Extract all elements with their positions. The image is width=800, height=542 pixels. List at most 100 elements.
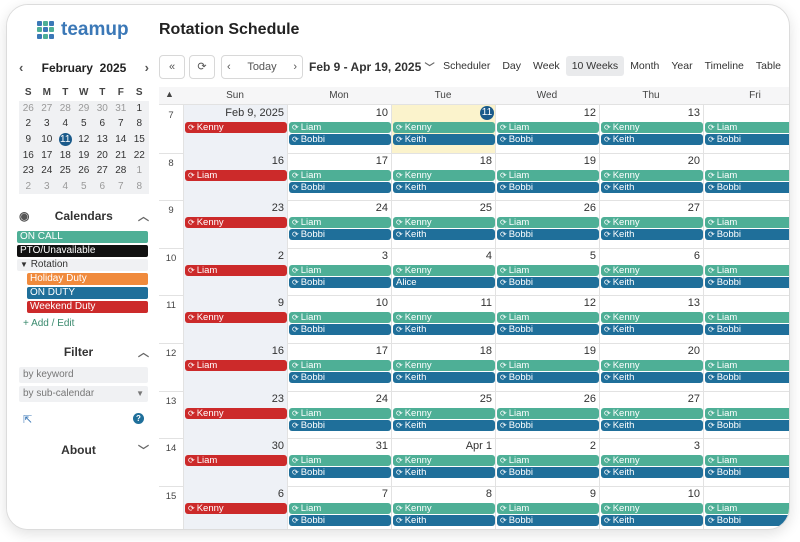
event-bar[interactable]: ⟳ Kenny xyxy=(185,122,287,133)
day-number[interactable]: 23 xyxy=(271,202,284,215)
mini-calendar-day[interactable]: 24 xyxy=(41,165,53,177)
event-bar[interactable]: ⟳ Kenny xyxy=(601,264,703,276)
day-cell[interactable]: 4 ⟳ Kenny Alice xyxy=(391,247,496,296)
mini-calendar-day[interactable]: 20 xyxy=(96,149,108,161)
app-logo[interactable]: teamup xyxy=(37,19,129,41)
day-cell[interactable]: 25 ⟳ Kenny ⟳ Keith xyxy=(391,200,496,248)
event-bar[interactable]: ⟳ Bobbi xyxy=(497,467,599,479)
event-bar[interactable]: ⟳ Kenny xyxy=(601,360,703,371)
mini-calendar-day[interactable]: 1 xyxy=(136,102,143,114)
day-number[interactable]: 6 xyxy=(277,487,284,500)
date-range-selector[interactable]: Feb 9 - Apr 19, 2025 ﹀ xyxy=(309,59,435,74)
day-cell[interactable]: 5 ⟳ Liam ⟳ Bobbi xyxy=(495,247,600,296)
mini-calendar-day[interactable]: 8 xyxy=(136,180,143,192)
event-bar[interactable]: ⟳ Keith xyxy=(393,419,495,431)
event-bar[interactable]: ⟳ Keith xyxy=(601,372,703,383)
today-button[interactable]: Today xyxy=(247,61,277,73)
day-number[interactable]: 12 xyxy=(583,297,596,310)
event-bar[interactable]: ⟳ Keith xyxy=(393,181,495,193)
mini-calendar-day[interactable]: 9 xyxy=(25,134,32,146)
day-number[interactable]: 5 xyxy=(589,249,596,262)
day-number[interactable]: 16 xyxy=(271,154,284,167)
event-bar[interactable]: ⟳ Bobbi xyxy=(497,372,599,383)
day-number[interactable]: 25 xyxy=(479,392,492,405)
mini-calendar-day[interactable]: 15 xyxy=(133,134,145,146)
day-number[interactable]: 9 xyxy=(589,487,596,500)
collapse-sidebar-button[interactable]: « xyxy=(159,55,185,79)
day-number[interactable]: 27 xyxy=(687,392,700,405)
event-bar[interactable]: ⟳ Bobbi xyxy=(497,324,599,336)
mini-calendar-day[interactable]: 4 xyxy=(62,180,69,192)
event-bar[interactable]: ⟳ Liam xyxy=(185,455,287,467)
event-bar[interactable]: ⟳ Keith xyxy=(601,419,703,431)
prev-button[interactable]: ‹ xyxy=(227,61,231,73)
day-number[interactable]: 13 xyxy=(687,297,700,310)
day-cell[interactable]: 6 ⟳ Kenny ⟳ Keith xyxy=(599,247,704,296)
day-number[interactable]: 24 xyxy=(375,392,388,405)
day-number[interactable]: 19 xyxy=(583,345,596,357)
calendar-on-call[interactable]: ON CALL xyxy=(17,231,148,243)
eye-icon[interactable]: ◉ xyxy=(19,209,30,223)
week-number[interactable]: 12 xyxy=(165,348,177,359)
event-bar[interactable]: ⟳ Liam xyxy=(705,217,789,229)
day-cell[interactable]: 20 ⟳ Kenny ⟳ Keith xyxy=(599,343,704,391)
day-number[interactable]: 17 xyxy=(375,345,388,357)
day-cell[interactable]: 26 ⟳ Liam ⟳ Bobbi xyxy=(495,390,600,439)
event-bar[interactable]: ⟳ Liam xyxy=(289,502,391,514)
mini-calendar-day[interactable]: 22 xyxy=(133,149,145,161)
event-bar[interactable]: ⟳ Kenny xyxy=(601,122,703,133)
day-number[interactable]: 25 xyxy=(479,202,492,215)
day-cell[interactable]: Feb 9, 2025 ⟳ Kenny xyxy=(183,105,288,153)
event-bar[interactable]: ⟳ Liam xyxy=(289,264,391,276)
day-cell[interactable]: 26 ⟳ Liam ⟳ Bobbi xyxy=(495,200,600,248)
event-bar[interactable]: ⟳ Liam xyxy=(289,407,391,419)
event-bar[interactable]: ⟳ Bobbi xyxy=(705,419,789,431)
event-bar[interactable]: ⟳ Bobbi xyxy=(289,419,391,431)
event-bar[interactable]: ⟳ Kenny xyxy=(393,169,495,181)
mini-calendar-day[interactable]: 26 xyxy=(22,102,34,114)
today-date-badge[interactable]: 11 xyxy=(480,106,494,120)
week-number[interactable]: 15 xyxy=(165,490,177,502)
day-cell[interactable]: 17 ⟳ Liam ⟳ Bobbi xyxy=(287,343,392,391)
day-cell[interactable]: ⟳ Liam ⟳ Bobbi xyxy=(703,485,789,529)
calendar-on-duty[interactable]: ON DUTY xyxy=(27,287,148,299)
event-bar[interactable]: ⟳ Bobbi xyxy=(705,514,789,526)
day-number[interactable]: 6 xyxy=(693,249,700,262)
event-bar[interactable]: ⟳ Liam xyxy=(497,217,599,229)
event-bar[interactable]: ⟳ Liam xyxy=(497,312,599,324)
view-day[interactable]: Day xyxy=(502,60,522,72)
event-bar[interactable]: ⟳ Keith xyxy=(601,276,703,288)
day-number[interactable]: 13 xyxy=(687,107,700,119)
help-icon[interactable]: ? xyxy=(133,413,144,424)
mini-calendar-day[interactable]: 26 xyxy=(78,165,90,177)
event-bar[interactable]: ⟳ Liam xyxy=(185,360,287,371)
event-bar[interactable]: ⟳ Bobbi xyxy=(289,229,391,241)
event-bar[interactable]: ⟳ Kenny xyxy=(601,407,703,419)
event-bar[interactable]: ⟳ Liam xyxy=(705,169,789,181)
event-bar[interactable]: ⟳ Bobbi xyxy=(705,324,789,336)
day-number[interactable]: 26 xyxy=(583,392,596,405)
event-bar[interactable]: ⟳ Liam xyxy=(497,264,599,276)
day-number[interactable]: 24 xyxy=(375,202,388,215)
day-number[interactable]: 3 xyxy=(381,249,388,262)
day-cell[interactable]: 24 ⟳ Liam ⟳ Bobbi xyxy=(287,390,392,439)
event-bar[interactable]: ⟳ Bobbi xyxy=(497,134,599,145)
event-bar[interactable]: ⟳ Kenny xyxy=(601,169,703,181)
day-cell[interactable]: 8 ⟳ Kenny ⟳ Keith xyxy=(391,485,496,529)
filter-header[interactable]: Filter ︿ xyxy=(19,344,149,360)
next-button[interactable]: › xyxy=(293,61,297,73)
day-cell[interactable]: 2 ⟳ Liam ⟳ Bobbi xyxy=(495,438,600,486)
day-cell[interactable]: ⟳ Liam ⟳ Bobbi xyxy=(703,343,789,391)
day-cell[interactable]: 27 ⟳ Kenny ⟳ Keith xyxy=(599,200,704,248)
mini-calendar-day[interactable]: 10 xyxy=(41,134,53,146)
event-bar[interactable]: ⟳ Liam xyxy=(497,455,599,467)
view-scheduler[interactable]: Scheduler xyxy=(443,60,491,72)
event-bar[interactable]: ⟳ Bobbi xyxy=(705,181,789,193)
day-number[interactable]: 9 xyxy=(277,297,284,310)
event-bar[interactable]: ⟳ Keith xyxy=(601,229,703,241)
event-bar[interactable]: ⟳ Liam xyxy=(705,360,789,371)
event-bar[interactable]: ⟳ Liam xyxy=(497,360,599,371)
day-number[interactable]: 18 xyxy=(479,345,492,357)
event-bar[interactable]: ⟳ Liam xyxy=(289,169,391,181)
mini-calendar-today[interactable]: 11 xyxy=(58,133,72,147)
